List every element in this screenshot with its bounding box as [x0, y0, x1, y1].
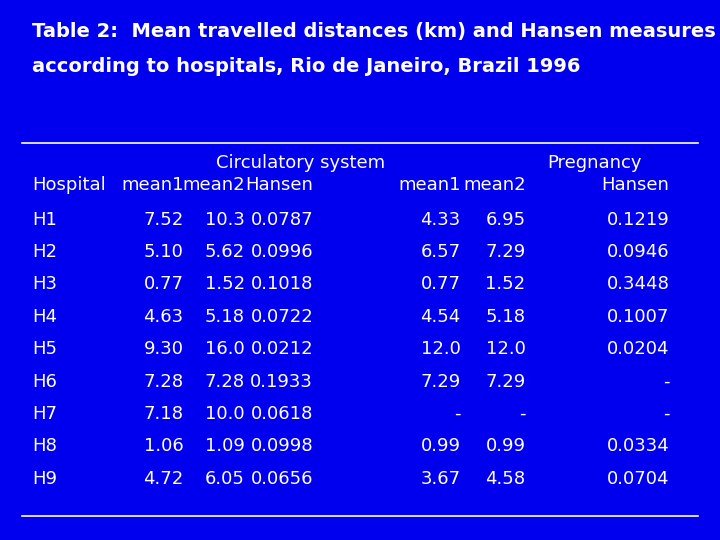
Text: 7.29: 7.29 [485, 373, 526, 390]
Text: 0.0996: 0.0996 [251, 243, 313, 261]
Text: 4.58: 4.58 [485, 470, 526, 488]
Text: 0.0998: 0.0998 [251, 437, 313, 455]
Text: mean2: mean2 [182, 176, 245, 193]
Text: 4.33: 4.33 [420, 211, 461, 228]
Text: 16.0: 16.0 [205, 340, 245, 358]
Text: 4.63: 4.63 [143, 308, 184, 326]
Text: -: - [663, 373, 670, 390]
Text: 3.67: 3.67 [420, 470, 461, 488]
Text: 12.0: 12.0 [421, 340, 461, 358]
Text: 5.18: 5.18 [485, 308, 526, 326]
Text: 0.0204: 0.0204 [607, 340, 670, 358]
Text: 0.1018: 0.1018 [251, 275, 313, 293]
Text: 0.0212: 0.0212 [251, 340, 313, 358]
Text: mean1: mean1 [121, 176, 184, 193]
Text: H4: H4 [32, 308, 58, 326]
Text: 0.99: 0.99 [420, 437, 461, 455]
Text: -: - [454, 405, 461, 423]
Text: 0.0618: 0.0618 [251, 405, 313, 423]
Text: 0.0656: 0.0656 [251, 470, 313, 488]
Text: -: - [663, 405, 670, 423]
Text: 4.54: 4.54 [420, 308, 461, 326]
Text: 0.77: 0.77 [143, 275, 184, 293]
Text: 0.3448: 0.3448 [607, 275, 670, 293]
Text: 7.52: 7.52 [143, 211, 184, 228]
Text: H9: H9 [32, 470, 58, 488]
Text: 6.57: 6.57 [420, 243, 461, 261]
Text: 12.0: 12.0 [486, 340, 526, 358]
Text: mean1: mean1 [398, 176, 461, 193]
Text: 0.77: 0.77 [420, 275, 461, 293]
Text: Pregnancy: Pregnancy [547, 154, 642, 172]
Text: 7.29: 7.29 [420, 373, 461, 390]
Text: 0.1933: 0.1933 [251, 373, 313, 390]
Text: 0.0334: 0.0334 [607, 437, 670, 455]
Text: 5.18: 5.18 [204, 308, 245, 326]
Text: 5.62: 5.62 [204, 243, 245, 261]
Text: 5.10: 5.10 [144, 243, 184, 261]
Text: 1.52: 1.52 [204, 275, 245, 293]
Text: according to hospitals, Rio de Janeiro, Brazil 1996: according to hospitals, Rio de Janeiro, … [32, 57, 581, 76]
Text: 10.3: 10.3 [205, 211, 245, 228]
Text: mean2: mean2 [463, 176, 526, 193]
Text: -: - [519, 405, 526, 423]
Text: 0.99: 0.99 [485, 437, 526, 455]
Text: 0.0722: 0.0722 [251, 308, 313, 326]
Text: 9.30: 9.30 [143, 340, 184, 358]
Text: 7.28: 7.28 [204, 373, 245, 390]
Text: 7.18: 7.18 [143, 405, 184, 423]
Text: Hansen: Hansen [602, 176, 670, 193]
Text: 4.72: 4.72 [143, 470, 184, 488]
Text: Circulatory system: Circulatory system [216, 154, 385, 172]
Text: 0.0946: 0.0946 [607, 243, 670, 261]
Text: H2: H2 [32, 243, 58, 261]
Text: 7.29: 7.29 [485, 243, 526, 261]
Text: H5: H5 [32, 340, 58, 358]
Text: 0.1219: 0.1219 [607, 211, 670, 228]
Text: H3: H3 [32, 275, 58, 293]
Text: 0.0704: 0.0704 [607, 470, 670, 488]
Text: Hospital: Hospital [32, 176, 106, 193]
Text: 6.05: 6.05 [205, 470, 245, 488]
Text: 1.06: 1.06 [144, 437, 184, 455]
Text: H6: H6 [32, 373, 58, 390]
Text: 1.52: 1.52 [485, 275, 526, 293]
Text: H8: H8 [32, 437, 58, 455]
Text: 1.09: 1.09 [205, 437, 245, 455]
Text: 10.0: 10.0 [205, 405, 245, 423]
Text: H1: H1 [32, 211, 58, 228]
Text: Hansen: Hansen [246, 176, 313, 193]
Text: 0.0787: 0.0787 [251, 211, 313, 228]
Text: 7.28: 7.28 [143, 373, 184, 390]
Text: H7: H7 [32, 405, 58, 423]
Text: 0.1007: 0.1007 [607, 308, 670, 326]
Text: Table 2:  Mean travelled distances (km) and Hansen measures: Table 2: Mean travelled distances (km) a… [32, 22, 716, 40]
Text: 6.95: 6.95 [485, 211, 526, 228]
